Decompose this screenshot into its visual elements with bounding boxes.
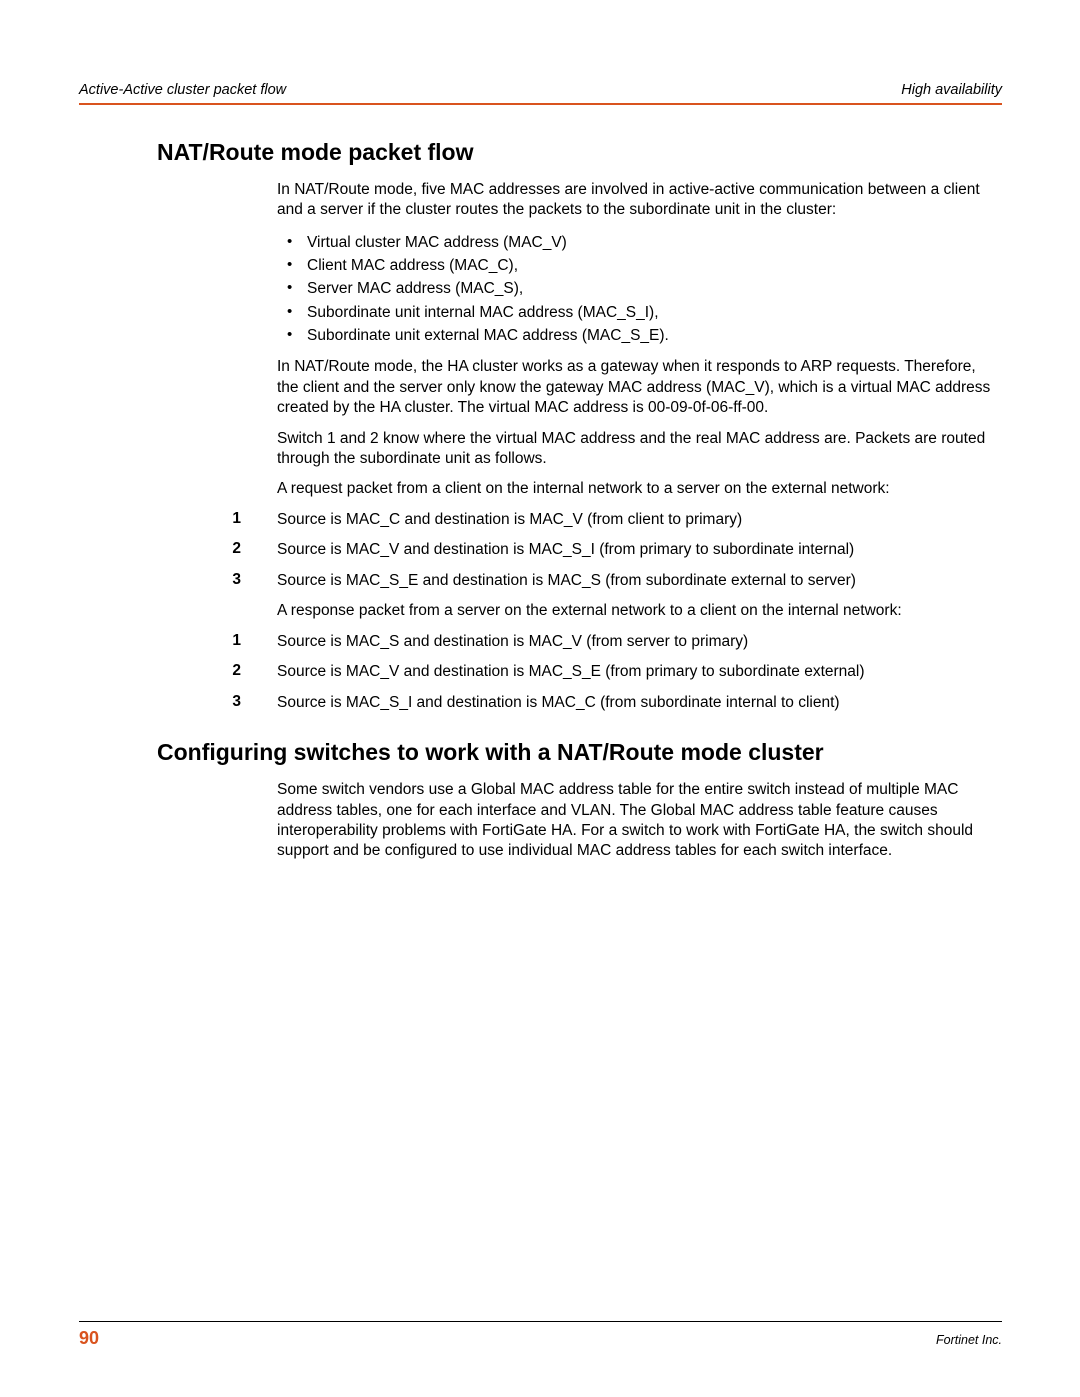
request-step-row: 2 Source is MAC_V and destination is MAC… — [79, 540, 1002, 560]
page: Active-Active cluster packet flow High a… — [0, 0, 1080, 1397]
header-left: Active-Active cluster packet flow — [79, 82, 286, 98]
step-number: 2 — [79, 540, 277, 560]
section1-para5: A response packet from a server on the e… — [277, 601, 998, 621]
request-step-row: 1 Source is MAC_C and destination is MAC… — [79, 510, 1002, 530]
section2-title: Configuring switches to work with a NAT/… — [157, 739, 1002, 766]
step-number: 1 — [79, 632, 277, 652]
list-item: Subordinate unit external MAC address (M… — [277, 324, 998, 347]
step-text: Source is MAC_S_I and destination is MAC… — [277, 693, 998, 713]
section1-para5-wrap: A response packet from a server on the e… — [277, 601, 998, 621]
step-text: Source is MAC_S_E and destination is MAC… — [277, 571, 998, 591]
list-item: Subordinate unit internal MAC address (M… — [277, 301, 998, 324]
response-step-row: 3 Source is MAC_S_I and destination is M… — [79, 693, 1002, 713]
section2-body: Some switch vendors use a Global MAC add… — [277, 780, 998, 862]
running-header: Active-Active cluster packet flow High a… — [79, 82, 1002, 103]
footer: 90 Fortinet Inc. — [79, 1321, 1002, 1349]
mac-address-list: Virtual cluster MAC address (MAC_V) Clie… — [277, 231, 998, 347]
section1-para4: A request packet from a client on the in… — [277, 479, 998, 499]
section1-para3: Switch 1 and 2 know where the virtual MA… — [277, 429, 998, 470]
list-item: Virtual cluster MAC address (MAC_V) — [277, 231, 998, 254]
response-step-row: 2 Source is MAC_V and destination is MAC… — [79, 662, 1002, 682]
section1-intro: In NAT/Route mode, five MAC addresses ar… — [277, 180, 998, 221]
page-number: 90 — [79, 1328, 99, 1349]
header-right: High availability — [901, 82, 1002, 98]
step-text: Source is MAC_C and destination is MAC_V… — [277, 510, 998, 530]
footer-rule — [79, 1321, 1002, 1322]
step-number: 1 — [79, 510, 277, 530]
list-item: Server MAC address (MAC_S), — [277, 277, 998, 300]
section1-title: NAT/Route mode packet flow — [157, 139, 1002, 166]
request-step-row: 3 Source is MAC_S_E and destination is M… — [79, 571, 1002, 591]
list-item: Client MAC address (MAC_C), — [277, 254, 998, 277]
step-number: 3 — [79, 693, 277, 713]
step-text: Source is MAC_V and destination is MAC_S… — [277, 540, 998, 560]
header-rule — [79, 103, 1002, 105]
section2-para1: Some switch vendors use a Global MAC add… — [277, 780, 998, 862]
section1-para2: In NAT/Route mode, the HA cluster works … — [277, 357, 998, 418]
step-number: 3 — [79, 571, 277, 591]
footer-row: 90 Fortinet Inc. — [79, 1328, 1002, 1349]
response-step-row: 1 Source is MAC_S and destination is MAC… — [79, 632, 1002, 652]
section1-body: In NAT/Route mode, five MAC addresses ar… — [277, 180, 998, 500]
step-text: Source is MAC_S and destination is MAC_V… — [277, 632, 998, 652]
company-name: Fortinet Inc. — [936, 1333, 1002, 1347]
step-number: 2 — [79, 662, 277, 682]
step-text: Source is MAC_V and destination is MAC_S… — [277, 662, 998, 682]
